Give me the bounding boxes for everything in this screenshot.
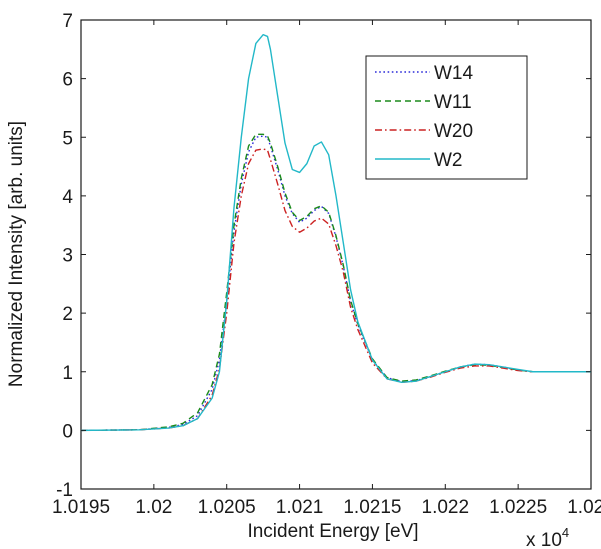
y-tick-label: 4 — [62, 187, 73, 208]
x-tick-label: 1.0215 — [343, 497, 401, 518]
y-axis-label: Normalized Intensity [arb. units] — [6, 121, 27, 387]
y-tick-label: 6 — [62, 70, 73, 91]
legend-entries: W14 W11 W20 W2 — [375, 63, 474, 171]
y-tick-label: 5 — [62, 128, 73, 149]
y-tick-label: 7 — [62, 11, 73, 32]
legend-label-w14: W14 — [434, 63, 474, 84]
legend: W14 W11 W20 W2 — [365, 55, 528, 180]
x-tick-label: 1.02 — [135, 497, 172, 518]
legend-label-w20: W20 — [434, 121, 473, 142]
x-axis-ticks: 1.0195 1.02 1.0205 1.021 1.0215 1.022 1.0225 1.… — [52, 20, 601, 518]
x-tick-label: 1.021 — [276, 497, 324, 518]
x-tick-label: 1.023 — [567, 497, 601, 518]
x-tick-label: 1.0225 — [489, 497, 547, 518]
x-axis-label: Incident Energy [eV] — [247, 521, 418, 542]
legend-label-w11: W11 — [434, 92, 472, 113]
x-axis-multiplier-exponent: 4 — [562, 525, 569, 540]
x-tick-label: 1.0205 — [198, 497, 256, 518]
x-axis-multiplier-base: x 10 — [526, 530, 562, 549]
series-layer — [80, 33, 591, 432]
y-tick-label: 0 — [62, 421, 73, 442]
y-tick-label: 2 — [62, 304, 73, 325]
series-line-w2 — [80, 33, 591, 432]
x-axis-multiplier: x 104 — [526, 525, 569, 549]
legend-label-w2: W2 — [434, 150, 463, 171]
x-tick-label: 1.022 — [422, 497, 470, 518]
y-axis-ticks: -1 0 1 2 3 4 5 6 7 — [56, 11, 591, 501]
y-tick-label: 1 — [62, 363, 73, 384]
series-line-w20 — [80, 148, 591, 432]
y-tick-label: -1 — [56, 480, 73, 501]
y-tick-label: 3 — [62, 246, 73, 267]
x-tick-label: 1.0195 — [52, 497, 110, 518]
